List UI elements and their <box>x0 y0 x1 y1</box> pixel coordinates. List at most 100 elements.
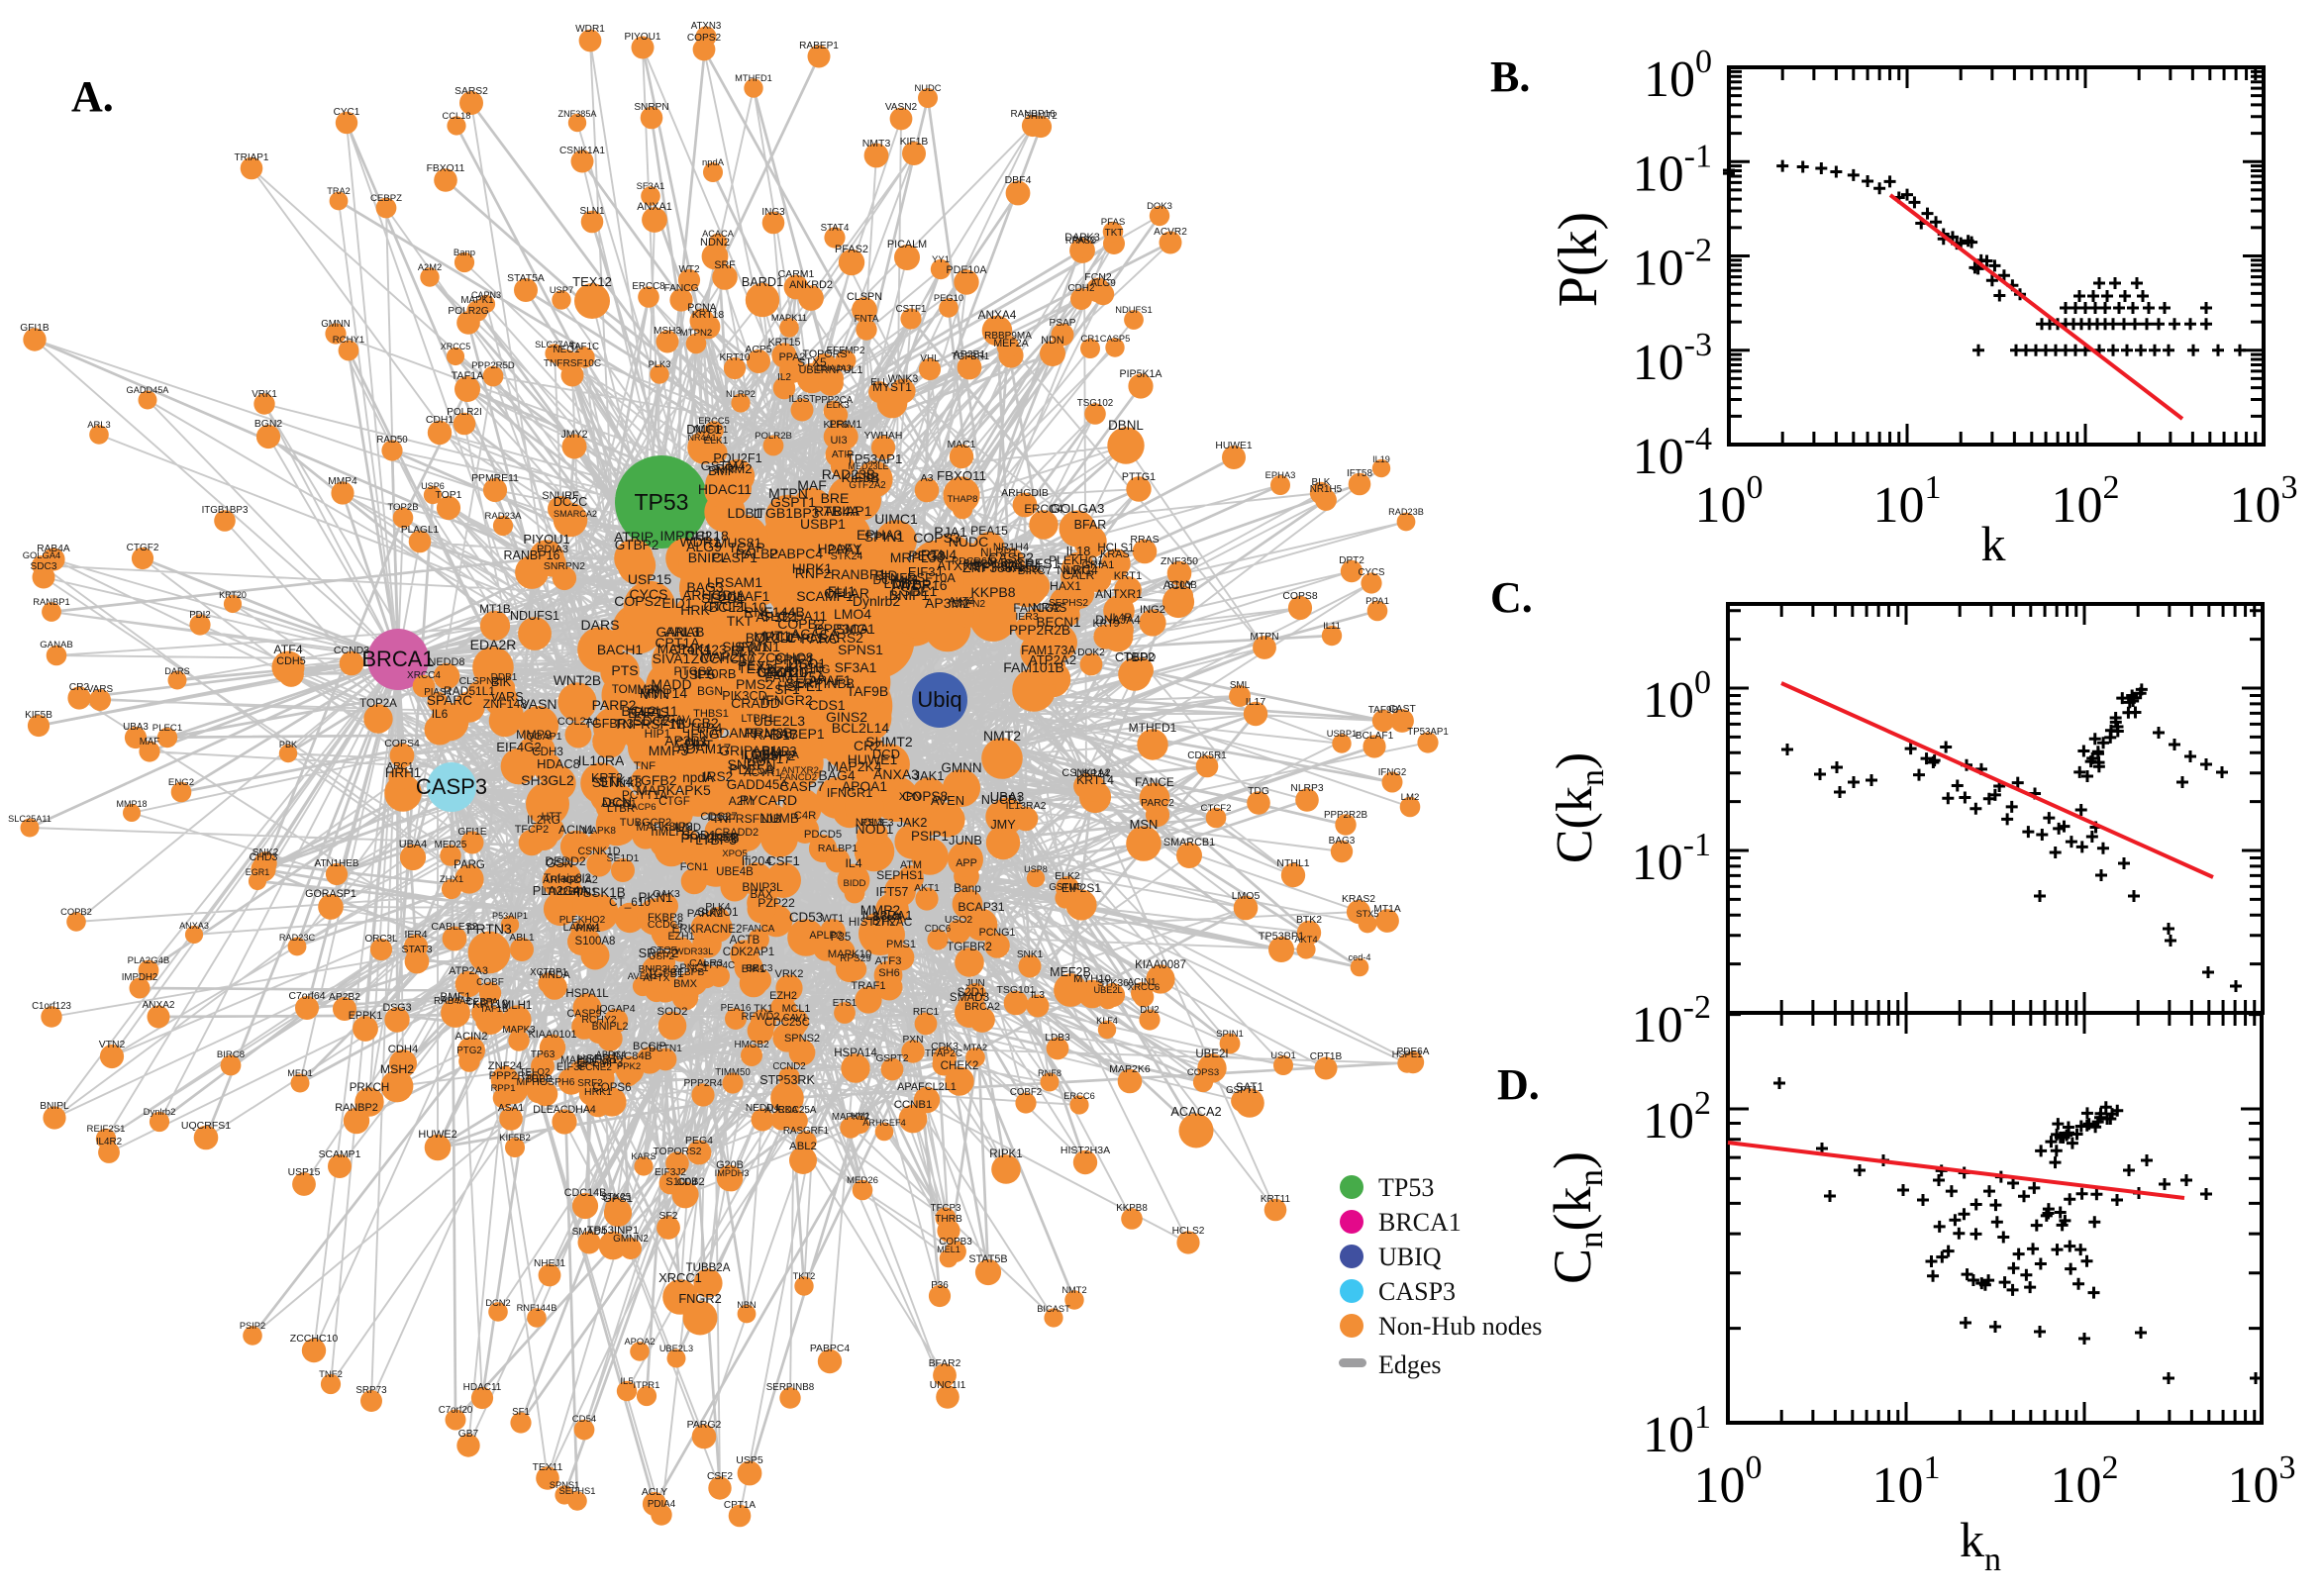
svg-text:CDK3: CDK3 <box>931 1042 959 1052</box>
svg-text:ZCCHC8: ZCCHC8 <box>758 649 814 665</box>
svg-text:CDH5: CDH5 <box>276 655 305 667</box>
svg-text:S2D1: S2D1 <box>958 987 986 999</box>
svg-text:BIDD: BIDD <box>844 878 866 889</box>
svg-text:TRIAP1: TRIAP1 <box>823 503 871 519</box>
svg-text:TOMM20: TOMM20 <box>612 683 660 696</box>
svg-text:ATF3: ATF3 <box>874 955 901 967</box>
svg-text:NMT3: NMT3 <box>862 138 891 150</box>
svg-text:UIMC1: UIMC1 <box>874 511 918 527</box>
svg-text:NOD1: NOD1 <box>856 821 894 837</box>
svg-text:CEBPZ: CEBPZ <box>370 193 402 204</box>
svg-text:HRK: HRK <box>680 602 710 618</box>
svg-text:HSPB1: HSPB1 <box>577 1052 618 1066</box>
svg-text:USP2: USP2 <box>759 748 796 763</box>
svg-text:ACACA2: ACACA2 <box>1170 1104 1221 1119</box>
svg-text:SLNtrk3: SLNtrk3 <box>592 774 643 790</box>
svg-text:EIF4G2: EIF4G2 <box>496 740 541 754</box>
svg-text:BIK: BIK <box>491 675 512 689</box>
svg-text:CSNK1A2: CSNK1A2 <box>1061 767 1110 779</box>
svg-text:ABPC4: ABPC4 <box>596 1048 627 1059</box>
svg-text:BLK: BLK <box>731 643 758 658</box>
svg-text:ORC3L: ORC3L <box>365 934 398 945</box>
svg-text:MAP4K4: MAP4K4 <box>657 642 712 656</box>
svg-text:BGN: BGN <box>697 684 723 698</box>
svg-text:DCN2: DCN2 <box>485 1298 510 1308</box>
svg-text:CPT1B: CPT1B <box>1310 1051 1343 1062</box>
svg-text:NMT2: NMT2 <box>983 728 1021 744</box>
svg-text:BAG4: BAG4 <box>818 767 856 783</box>
svg-text:BIRC6: BIRC6 <box>963 558 993 569</box>
svg-text:MTPN: MTPN <box>768 485 808 501</box>
svg-text:LIG4: LIG4 <box>858 473 878 483</box>
svg-text:IL2: IL2 <box>777 372 791 383</box>
svg-text:MAF: MAF <box>140 737 160 748</box>
svg-text:SE1D1: SE1D1 <box>607 853 640 864</box>
svg-text:STP53RK: STP53RK <box>759 1073 815 1087</box>
svg-text:TUBGCP2: TUBGCP2 <box>620 817 671 829</box>
svg-text:RNF2: RNF2 <box>795 565 832 581</box>
svg-text:ABL1: ABL1 <box>509 933 535 944</box>
svg-text:TP53BP1: TP53BP1 <box>1259 931 1304 943</box>
svg-text:PDE6A: PDE6A <box>1397 1047 1430 1057</box>
svg-text:DBF4: DBF4 <box>1005 174 1032 186</box>
svg-text:HMGB2: HMGB2 <box>734 1040 768 1050</box>
svg-text:FAM175A: FAM175A <box>764 669 826 685</box>
svg-text:ATXN3: ATXN3 <box>691 21 722 32</box>
svg-text:FBXO11: FBXO11 <box>937 468 986 483</box>
svg-text:WT2: WT2 <box>678 264 700 275</box>
svg-text:MAP3K5: MAP3K5 <box>560 1054 602 1066</box>
svg-text:KRT9: KRT9 <box>1093 618 1120 630</box>
svg-text:THBS1: THBS1 <box>693 708 729 720</box>
svg-text:NHEJ1: NHEJ1 <box>534 1258 565 1269</box>
svg-text:TP53: TP53 <box>1378 1173 1434 1202</box>
svg-text:UBE2L: UBE2L <box>1093 985 1122 995</box>
svg-text:MYH10: MYH10 <box>1073 973 1111 985</box>
svg-text:IFT57: IFT57 <box>876 885 909 899</box>
svg-text:MMP2: MMP2 <box>860 902 901 918</box>
svg-text:BCLAF1: BCLAF1 <box>1356 731 1394 742</box>
svg-text:ARHGEF4: ARHGEF4 <box>862 1118 905 1128</box>
svg-text:USP7: USP7 <box>550 285 573 295</box>
svg-text:GANAB: GANAB <box>656 624 704 640</box>
svg-text:GADD45A: GADD45A <box>127 385 170 395</box>
svg-text:DMC1: DMC1 <box>686 423 721 437</box>
svg-text:ENG: ENG <box>806 664 831 676</box>
svg-text:IMPDH3: IMPDH3 <box>715 1168 750 1178</box>
svg-text:FANCE: FANCE <box>1135 775 1174 789</box>
svg-text:PKN1: PKN1 <box>639 890 673 905</box>
svg-text:CCND3: CCND3 <box>334 645 369 656</box>
svg-text:PEG3: PEG3 <box>908 548 946 563</box>
svg-text:FNGR2: FNGR2 <box>678 1291 721 1306</box>
svg-text:B.: B. <box>1490 52 1530 101</box>
svg-text:DARS: DARS <box>581 617 620 633</box>
svg-text:MAC1: MAC1 <box>948 440 976 450</box>
svg-text:CDS1: CDS1 <box>808 697 846 713</box>
svg-text:COPS8: COPS8 <box>902 789 948 804</box>
svg-text:NEDD4: NEDD4 <box>746 1103 780 1114</box>
svg-text:PLK4: PLK4 <box>705 902 730 913</box>
svg-text:EZH2: EZH2 <box>769 990 797 1002</box>
svg-text:BICAST: BICAST <box>1037 1304 1070 1314</box>
svg-text:PIK3CD: PIK3CD <box>722 689 767 703</box>
svg-text:FCN1: FCN1 <box>680 861 708 873</box>
svg-text:ANKRD2: ANKRD2 <box>789 279 833 291</box>
svg-text:RCHY1: RCHY1 <box>333 335 365 346</box>
svg-text:FBXO11: FBXO11 <box>427 163 465 174</box>
svg-text:XPO5: XPO5 <box>722 848 748 859</box>
svg-text:EFEMP3: EFEMP3 <box>577 1056 623 1069</box>
svg-text:SDC2: SDC2 <box>633 713 670 729</box>
svg-text:MTPN: MTPN <box>1250 632 1278 643</box>
svg-text:C.: C. <box>1490 573 1533 622</box>
svg-text:MAPK12: MAPK12 <box>832 1112 869 1123</box>
svg-text:KIF5B: KIF5B <box>842 469 880 485</box>
svg-text:PXN: PXN <box>903 1035 924 1046</box>
svg-text:HM1: HM1 <box>851 1111 869 1121</box>
svg-text:CFLAR: CFLAR <box>824 585 869 601</box>
svg-text:MTHFD1: MTHFD1 <box>1129 721 1177 735</box>
svg-text:PARG2: PARG2 <box>687 1419 722 1431</box>
svg-text:SH3GL2: SH3GL2 <box>521 772 574 788</box>
svg-text:TEX11: TEX11 <box>533 1462 563 1473</box>
svg-text:IFT58: IFT58 <box>1347 468 1373 479</box>
svg-text:npdA: npdA <box>702 156 725 167</box>
svg-text:PABPC4: PABPC4 <box>810 1344 850 1354</box>
